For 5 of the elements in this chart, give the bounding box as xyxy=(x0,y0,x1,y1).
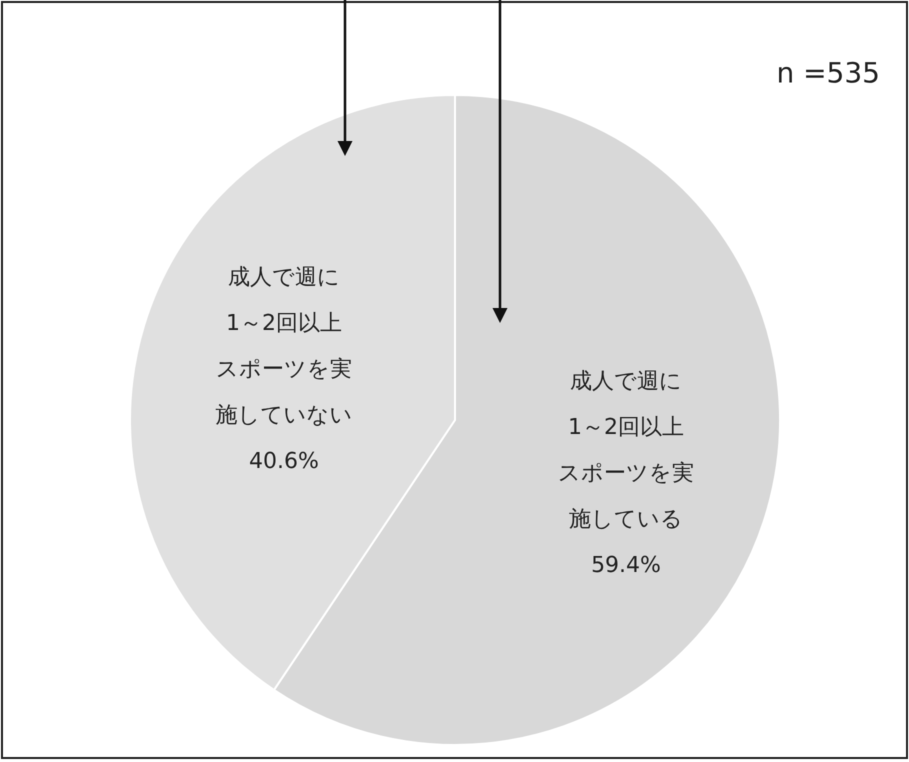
slice-label: 成人で週に1～2回以上スポーツを実施していない xyxy=(215,264,352,428)
data-label: 40.6% xyxy=(249,448,319,474)
data-label: 59.4% xyxy=(591,553,661,578)
slice-label: 成人で週に1～2回以上スポーツを実施している xyxy=(558,369,694,532)
text: n =535 xyxy=(776,56,880,90)
